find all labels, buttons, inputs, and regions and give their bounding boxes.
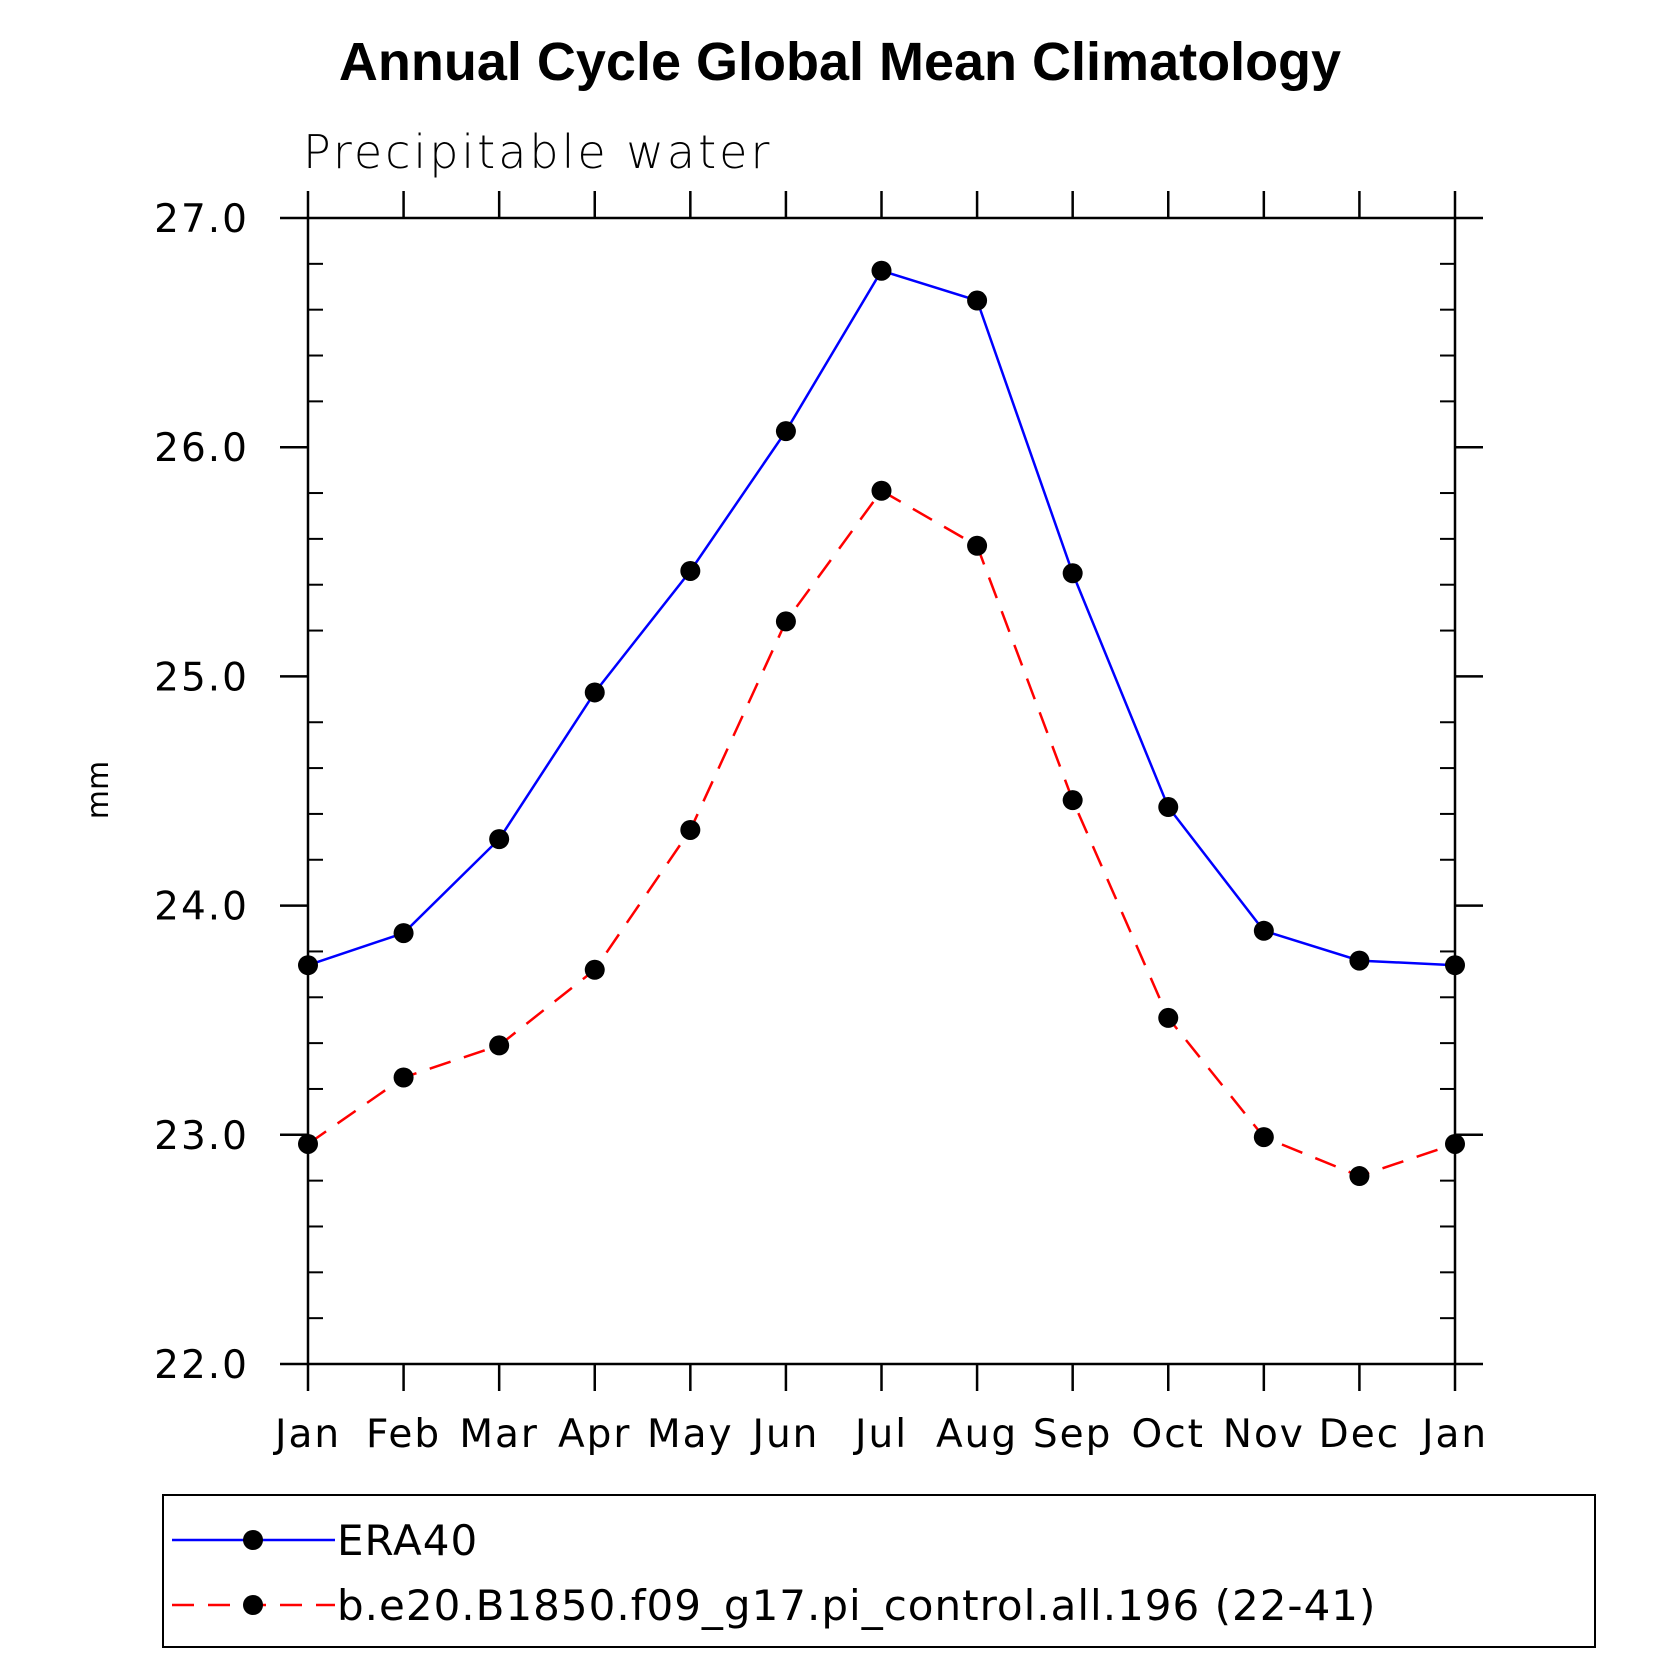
plot-frame [306, 216, 1457, 1366]
series-2-point [1445, 1133, 1465, 1154]
x-tick-label: Jan [1419, 1412, 1488, 1457]
series-1-point [489, 829, 510, 850]
series-1-point [584, 682, 605, 703]
x-tick-label: Nov [1223, 1412, 1305, 1457]
x-tick-label: Oct [1132, 1412, 1205, 1457]
y-tick-label: 26.0 [154, 426, 249, 471]
legend-label-2: b.e20.B1850.f09_g17.pi_control.all.196 (… [337, 1581, 1376, 1630]
series-2-point [1062, 790, 1083, 811]
x-tick-label: Aug [936, 1412, 1018, 1457]
series-2-point [1253, 1127, 1274, 1148]
series-2-point [393, 1067, 414, 1088]
legend-marker-1 [243, 1530, 263, 1550]
y-tick-label: 22.0 [154, 1343, 249, 1388]
series-2-point [584, 959, 605, 980]
series-2-point [489, 1035, 510, 1056]
series-1-point [1158, 797, 1179, 818]
series-1-point [1445, 955, 1465, 976]
x-tick-label: Feb [366, 1412, 441, 1457]
series-2-point [775, 611, 796, 632]
series-1-point [1349, 950, 1370, 971]
y-tick-label: 24.0 [154, 885, 249, 930]
legend-marker-2 [243, 1595, 263, 1615]
series-1-point [680, 560, 701, 581]
chart-subtitle: Precipitable water [303, 125, 772, 179]
x-tick-label: May [647, 1412, 734, 1457]
legend-box [162, 1494, 1596, 1648]
x-tick-label: Jun [749, 1412, 819, 1457]
series-1-point [1253, 920, 1274, 941]
series-2-point [298, 1133, 318, 1154]
x-tick-label: Jan [272, 1412, 341, 1457]
series-line-1 [307, 269, 1456, 967]
series-2-point [1349, 1166, 1370, 1187]
legend-label-1: ERA40 [337, 1516, 478, 1565]
chart-title: Annual Cycle Global Mean Climatology [339, 32, 1341, 92]
x-tick-label: Jul [852, 1412, 908, 1457]
series-2-point [1158, 1007, 1179, 1028]
series-1-point [1062, 563, 1083, 584]
y-tick-label: 23.0 [154, 1114, 249, 1159]
legend: ERA40 b.e20.B1850.f09_g17.pi_control.all.… [162, 1494, 1596, 1648]
series-2-point [871, 480, 892, 501]
series-1-point [871, 260, 892, 281]
x-tick-label: Mar [459, 1412, 539, 1457]
y-tick-label: 27.0 [154, 197, 249, 242]
series-2-point [680, 819, 701, 840]
x-tick-label: Sep [1033, 1412, 1113, 1457]
x-tick-label: Apr [558, 1412, 631, 1457]
y-tick-label: 25.0 [154, 655, 249, 700]
series-line-2 [307, 489, 1456, 1178]
x-tick-label: Dec [1319, 1412, 1400, 1457]
series-1-point [775, 421, 796, 442]
y-axis-label: mm [81, 761, 116, 819]
plot-area: Jan Feb Mar Apr May Jun Jul Aug Sep Oct Nov Dec Jan 2… [154, 191, 1488, 1457]
series-1-point [967, 290, 988, 311]
series-1-point [298, 955, 318, 976]
series-2-point [967, 535, 988, 556]
series-1-point [393, 923, 414, 944]
